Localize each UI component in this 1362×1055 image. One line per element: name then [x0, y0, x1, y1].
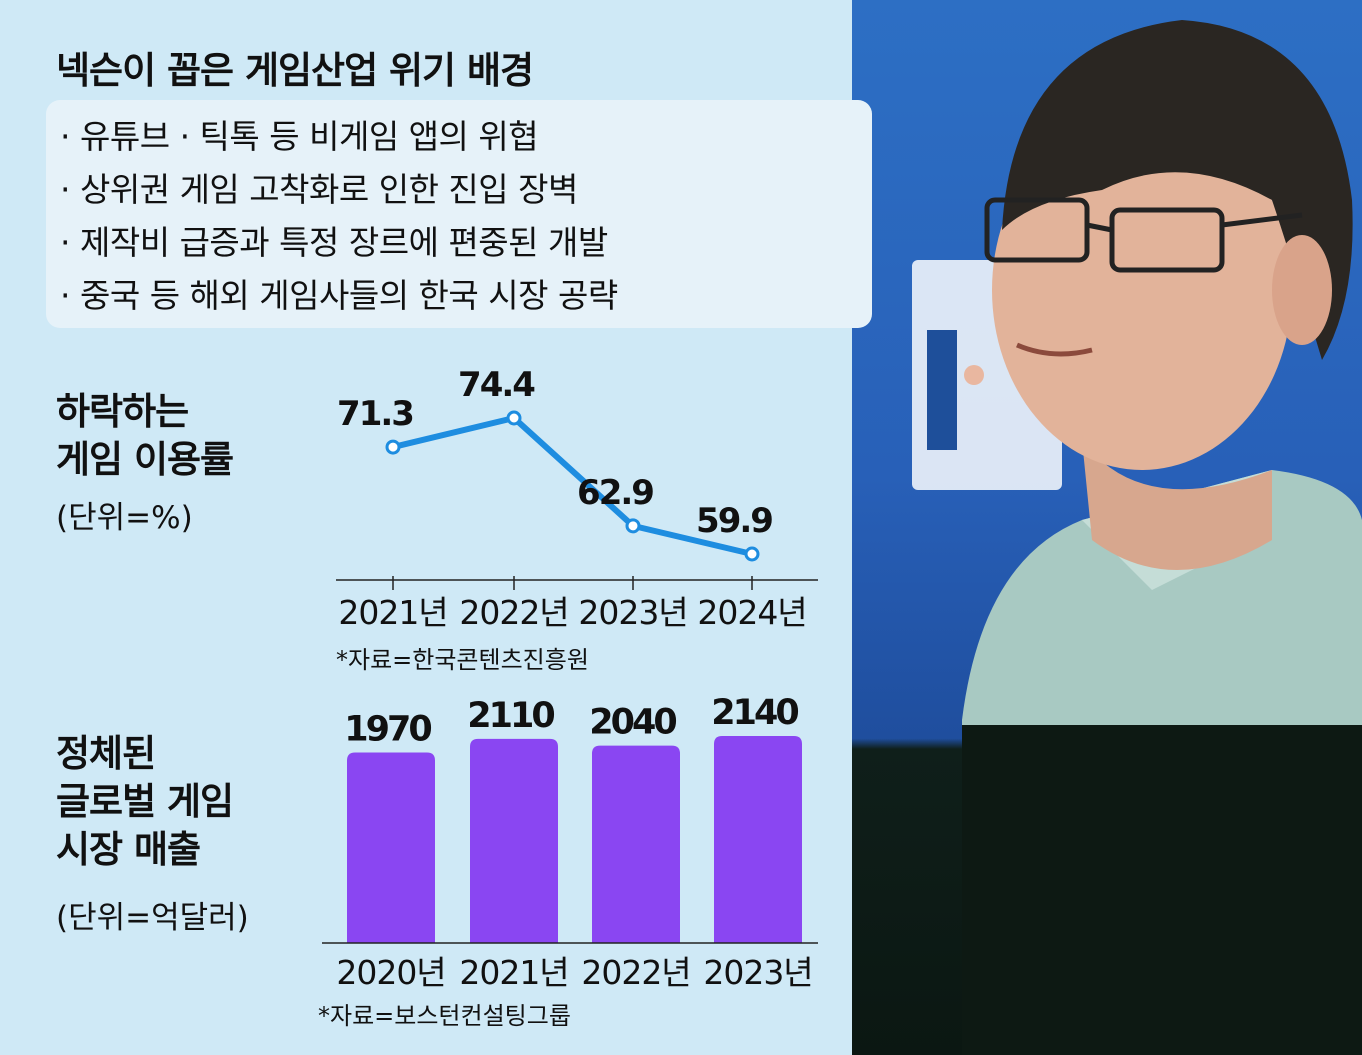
bar-chart-title-line: 시장 매출: [56, 828, 201, 871]
bar-chart-title: 정체된 글로벌 게임 시장 매출: [56, 730, 234, 874]
bar-value-label: 1970: [344, 709, 431, 749]
line-value-label: 74.4: [458, 365, 535, 405]
line-point: [625, 518, 641, 534]
line-point: [506, 410, 522, 426]
reason-item: · 중국 등 해외 게임사들의 한국 시장 공략: [60, 269, 618, 317]
line-point: [385, 439, 401, 455]
line-value-label: 59.9: [696, 501, 772, 541]
bullet: ·: [60, 276, 71, 315]
reasons-box: [46, 100, 872, 328]
bar-category-label: 2023년: [703, 953, 812, 992]
line-value-label: 62.9: [577, 473, 653, 513]
bar-category-label: 2021년: [459, 953, 568, 992]
reason-text: 유튜브 · 틱톡 등 비게임 앱의 위협: [80, 117, 539, 156]
line-chart: 71.3 2021년 74.4 2022년 62.9 2023년 59.9 2024년: [336, 365, 818, 632]
bullet: ·: [60, 223, 71, 262]
speaker-photo: [852, 0, 1362, 1055]
bar-value-label: 2040: [589, 703, 676, 743]
speaker-illustration: [912, 20, 1362, 1055]
bar-chart: 1970 2020년 2110 2021년 2040 2022년 2140 2023년: [322, 693, 818, 992]
line-value-label: 71.3: [337, 394, 413, 434]
bar-value-label: 2140: [711, 693, 798, 733]
line-category-label: 2021년: [338, 593, 447, 632]
bar: [470, 738, 558, 943]
line-category-label: 2023년: [578, 593, 687, 632]
line-point: [744, 546, 760, 562]
bullet: ·: [60, 117, 71, 156]
bar: [592, 745, 680, 943]
bar-category-label: 2020년: [336, 953, 445, 992]
line-chart-unit: (단위=%): [56, 500, 193, 536]
reason-item: · 제작비 급증과 특정 장르에 편중된 개발: [60, 216, 608, 264]
line-chart-title-line: 게임 이용률: [56, 438, 234, 481]
bar-chart-source: *자료=보스턴컨설팅그룹: [318, 1002, 571, 1030]
line-category-label: 2024년: [697, 593, 806, 632]
line-chart-source: *자료=한국콘텐츠진흥원: [336, 646, 589, 674]
line-chart-title: 하락하는 게임 이용률: [56, 388, 234, 484]
reason-item: · 상위권 게임 고착화로 인한 진입 장벽: [60, 163, 578, 211]
bar-chart-title-line: 정체된: [56, 732, 156, 775]
bullet: ·: [60, 170, 71, 209]
line-series: [392, 415, 753, 557]
infographic-title: 넥슨이 꼽은 게임산업 위기 배경: [56, 49, 534, 92]
reason-text: 제작비 급증과 특정 장르에 편중된 개발: [80, 223, 608, 262]
reason-text: 중국 등 해외 게임사들의 한국 시장 공략: [80, 276, 618, 315]
bar-value-label: 2110: [467, 696, 554, 736]
reason-text: 상위권 게임 고착화로 인한 진입 장벽: [80, 170, 578, 209]
bar: [347, 752, 435, 943]
bar-chart-unit: (단위=억달러): [56, 900, 249, 936]
line-category-label: 2022년: [459, 593, 568, 632]
bar-chart-title-line: 글로벌 게임: [56, 780, 234, 823]
reason-item: · 유튜브 · 틱톡 등 비게임 앱의 위협: [60, 110, 539, 158]
line-chart-title-line: 하락하는: [56, 390, 189, 433]
bar: [714, 736, 802, 943]
bar-category-label: 2022년: [581, 953, 690, 992]
